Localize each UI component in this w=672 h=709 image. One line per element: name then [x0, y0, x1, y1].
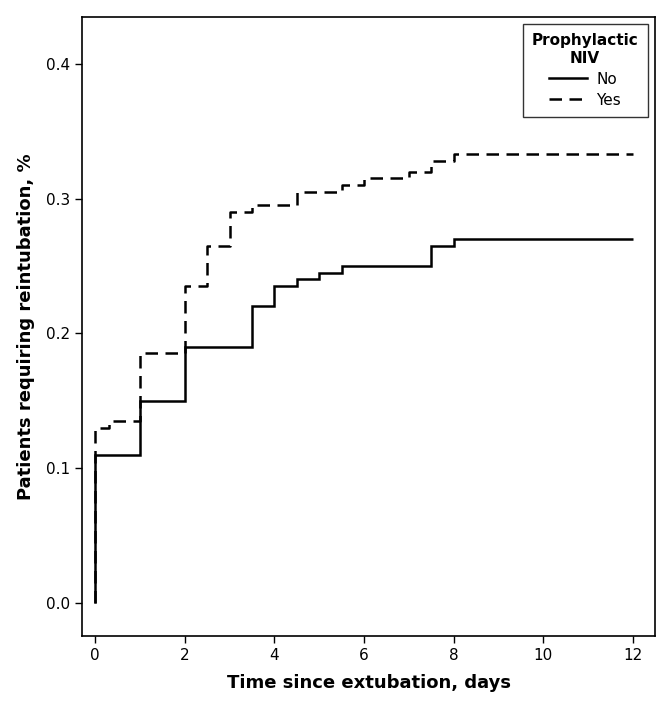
Legend: No, Yes: No, Yes — [523, 24, 648, 118]
Y-axis label: Patients requiring reintubation, %: Patients requiring reintubation, % — [17, 153, 35, 500]
X-axis label: Time since extubation, days: Time since extubation, days — [226, 674, 511, 692]
